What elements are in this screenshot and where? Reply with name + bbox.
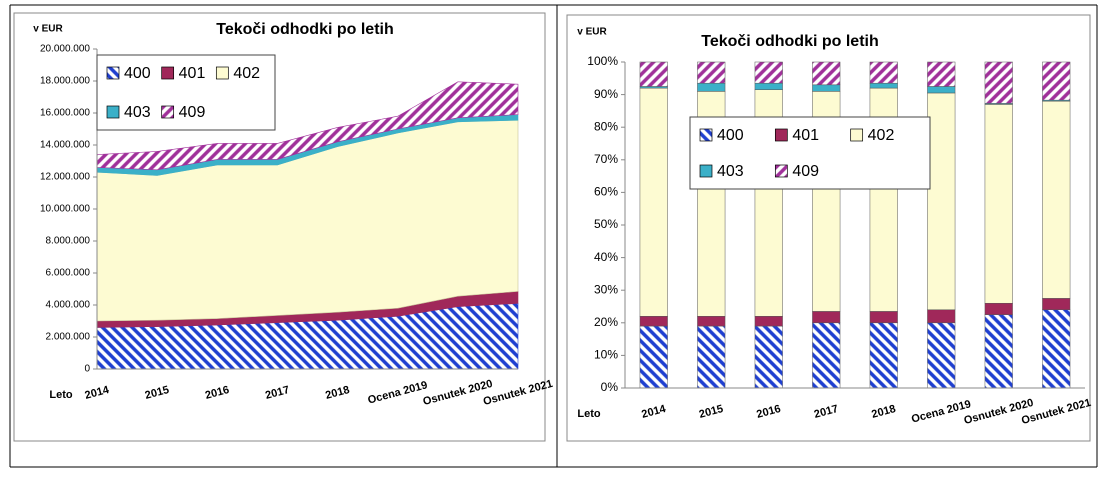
- legend-box: [689, 116, 931, 190]
- unit-label: v EUR: [577, 27, 607, 38]
- legend-swatch: [106, 105, 120, 119]
- bar-segment: [984, 61, 1013, 104]
- legend-label: 401: [792, 127, 819, 144]
- chart-frame: [13, 12, 546, 442]
- legend-swatch: [774, 164, 788, 178]
- legend-swatch: [774, 128, 788, 142]
- bar-segment: [754, 82, 783, 90]
- y-tick-label: 50%: [594, 217, 618, 231]
- x-axis-label: Leto: [577, 408, 601, 420]
- bar-segment: [812, 61, 841, 86]
- y-tick-label: 0: [84, 364, 90, 375]
- legend-box: [96, 54, 276, 131]
- legend-swatch: [106, 66, 120, 80]
- bar-segment: [869, 311, 898, 324]
- bar-segment: [639, 316, 668, 327]
- y-tick-label: 40%: [594, 250, 618, 264]
- legend-label: 401: [179, 65, 206, 82]
- bar-segment: [984, 302, 1013, 315]
- x-axis-label: Leto: [49, 389, 73, 401]
- y-tick-label: 70%: [594, 152, 618, 166]
- bar-segment: [1042, 298, 1071, 311]
- y-tick-label: 0%: [601, 380, 619, 394]
- bar-segment: [639, 87, 668, 317]
- bar-segment: [697, 316, 726, 327]
- y-tick-label: 20.000.000: [40, 44, 90, 55]
- bar-segment: [697, 61, 726, 84]
- legend-swatch: [699, 164, 713, 178]
- legend-swatch: [699, 128, 713, 142]
- y-tick-label: 10.000.000: [40, 204, 90, 215]
- legend-label: 402: [233, 65, 260, 82]
- legend-label: 402: [868, 127, 895, 144]
- bar-segment: [927, 322, 956, 389]
- bar-segment: [812, 84, 841, 92]
- y-tick-label: 12.000.000: [40, 172, 90, 183]
- bar-segment: [812, 311, 841, 324]
- bar-segment: [1042, 100, 1071, 299]
- bar-segment: [754, 325, 783, 389]
- chart-title: Tekoči odhodki po letih: [216, 21, 393, 38]
- legend-label: 409: [179, 104, 206, 121]
- y-tick-label: 60%: [594, 185, 618, 199]
- y-tick-label: 90%: [594, 87, 618, 101]
- legend-label: 400: [717, 127, 744, 144]
- bar-segment: [697, 82, 726, 92]
- y-tick-label: 8.000.000: [46, 236, 91, 247]
- bar-segment: [869, 82, 898, 89]
- y-tick-label: 18.000.000: [40, 76, 90, 87]
- legend-swatch: [161, 66, 175, 80]
- y-tick-label: 30%: [594, 282, 618, 296]
- legend-label: 403: [124, 104, 151, 121]
- bar-segment: [1042, 61, 1071, 101]
- area: [96, 81, 519, 171]
- legend-label: 403: [717, 163, 744, 180]
- bar-segment: [639, 61, 668, 87]
- bar-segment: [754, 316, 783, 327]
- y-tick-label: 100%: [587, 54, 618, 68]
- bar-segment: [639, 325, 668, 389]
- y-tick-label: 16.000.000: [40, 108, 90, 119]
- y-tick-label: 6.000.000: [46, 268, 91, 279]
- y-tick-label: 80%: [594, 119, 618, 133]
- chart-title: Tekoči odhodki po letih: [701, 33, 878, 50]
- legend-label: 409: [792, 163, 819, 180]
- bar-segment: [1042, 309, 1071, 389]
- y-tick-label: 4.000.000: [46, 300, 91, 311]
- legend-swatch: [850, 128, 864, 142]
- bar-segment: [927, 61, 956, 87]
- y-tick-label: 10%: [594, 348, 618, 362]
- y-tick-label: 20%: [594, 315, 618, 329]
- chart-frame: [566, 14, 1091, 442]
- bar-segment: [984, 104, 1013, 304]
- bar-segment: [869, 322, 898, 389]
- legend-swatch: [161, 105, 175, 119]
- bar-segment: [754, 61, 783, 84]
- bar-segment: [984, 314, 1013, 389]
- bar-segment: [927, 86, 956, 94]
- bar-segment: [869, 61, 898, 84]
- legend-label: 400: [124, 65, 151, 82]
- y-tick-label: 2.000.000: [46, 332, 91, 343]
- bar-segment: [697, 325, 726, 389]
- bar-segment: [927, 92, 956, 311]
- bar-segment: [812, 322, 841, 389]
- bar-segment: [927, 309, 956, 324]
- legend-swatch: [215, 66, 229, 80]
- unit-label: v EUR: [33, 24, 63, 35]
- y-tick-label: 14.000.000: [40, 140, 90, 151]
